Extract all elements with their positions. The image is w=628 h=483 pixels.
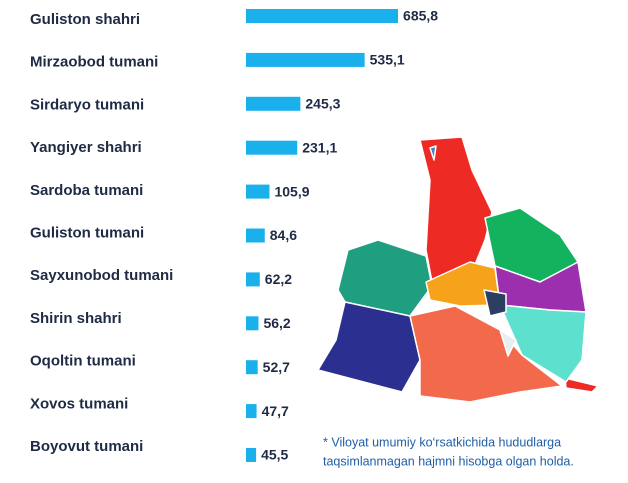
value-label: 685,8 bbox=[403, 8, 438, 24]
bar bbox=[246, 448, 257, 462]
bar bbox=[246, 360, 258, 375]
category-label: Shirin shahri bbox=[30, 310, 122, 327]
value-label: 84,6 bbox=[270, 227, 297, 243]
bar bbox=[246, 9, 399, 23]
value-label: 47,7 bbox=[262, 403, 289, 419]
value-label: 45,5 bbox=[261, 447, 288, 463]
category-label: Sirdaryo tumani bbox=[30, 96, 144, 113]
bar bbox=[246, 404, 257, 419]
category-label: Mirzaobod tumani bbox=[30, 54, 158, 71]
bar bbox=[246, 228, 265, 243]
map-region bbox=[419, 136, 493, 283]
value-label: 245,3 bbox=[305, 96, 340, 112]
category-label: Sayxunobod tumani bbox=[30, 267, 173, 284]
value-label: 535,1 bbox=[370, 52, 405, 68]
category-label: Guliston tumani bbox=[30, 224, 144, 241]
value-label: 62,2 bbox=[265, 271, 292, 287]
map-region bbox=[317, 301, 421, 393]
bar bbox=[246, 52, 365, 67]
map-region bbox=[483, 289, 507, 317]
category-label: Oqoltin tumani bbox=[30, 353, 136, 370]
bar bbox=[246, 316, 259, 331]
map-region bbox=[409, 305, 563, 403]
category-label: Sardoba tumani bbox=[30, 182, 143, 199]
value-label: 56,2 bbox=[263, 315, 290, 331]
map-region bbox=[429, 145, 437, 161]
bar bbox=[246, 140, 298, 155]
footnote: * Viloyat umumiy ko‘rsatkichida hududlar… bbox=[323, 435, 561, 449]
value-label: 52,7 bbox=[263, 359, 290, 375]
category-label: Yangiyer shahri bbox=[30, 139, 142, 156]
footnote: taqsimlanmagan hajmni hisobga olgan hold… bbox=[323, 454, 574, 468]
bar bbox=[246, 272, 260, 287]
bar bbox=[246, 96, 301, 111]
bar bbox=[246, 184, 270, 199]
category-label: Xovos tumani bbox=[30, 395, 128, 412]
map bbox=[317, 136, 599, 403]
map-region bbox=[564, 377, 599, 393]
value-label: 231,1 bbox=[302, 139, 337, 155]
value-label: 105,9 bbox=[274, 183, 309, 199]
map-region bbox=[499, 329, 517, 357]
map-region bbox=[499, 304, 587, 383]
category-label: Guliston shahri bbox=[30, 11, 140, 28]
category-label: Boyovut tumani bbox=[30, 438, 143, 455]
